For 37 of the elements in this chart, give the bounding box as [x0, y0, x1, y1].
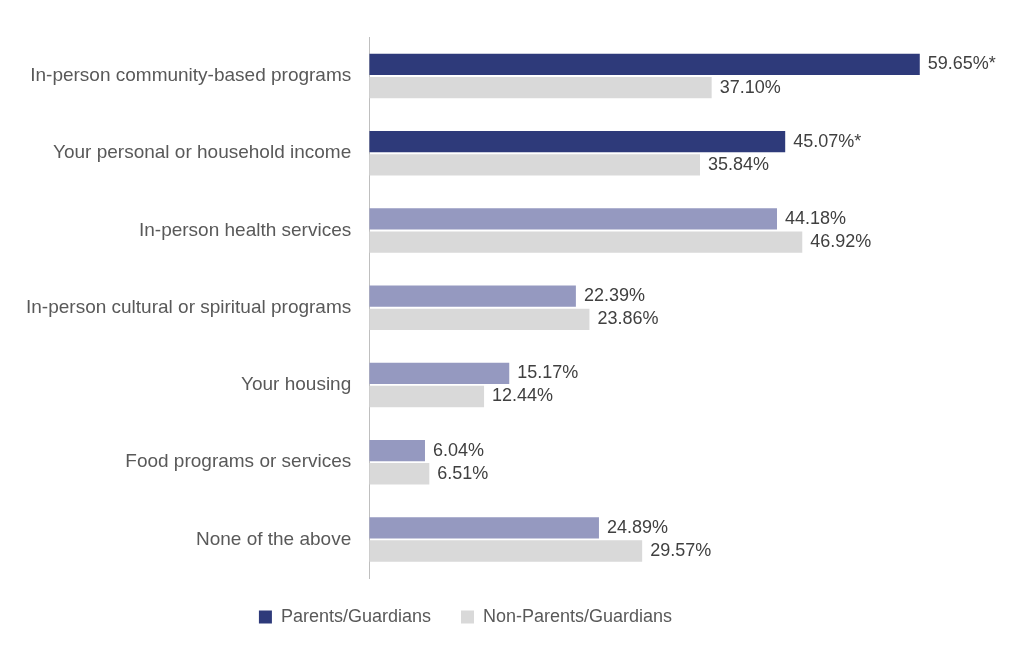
- y-tick-label: Food programs or services: [125, 450, 352, 472]
- bar: [369, 463, 430, 485]
- data-label: 6.04%: [432, 439, 485, 460]
- data-label: 12.44%: [492, 385, 554, 406]
- y-tick-label: In-person community-based programs: [30, 64, 352, 86]
- data-label: 22.39%: [583, 285, 645, 306]
- bar: [369, 231, 803, 253]
- bar: [369, 76, 712, 99]
- legend-label: Parents/Guardians: [280, 605, 431, 626]
- data-label: 24.89%: [606, 516, 669, 537]
- bar: [369, 439, 425, 462]
- y-tick-label: In-person health services: [138, 218, 352, 240]
- y-tick-label: None of the above: [195, 527, 352, 549]
- data-label: 23.86%: [597, 308, 659, 329]
- bar: [369, 517, 599, 539]
- bar: [369, 385, 485, 408]
- data-label: 15.17%: [517, 362, 579, 383]
- bar: [369, 540, 643, 562]
- bar: [369, 154, 701, 176]
- legend-label: Non-Parents/Guardians: [482, 605, 673, 626]
- y-tick-label: In-person cultural or spiritual programs: [26, 295, 352, 317]
- y-tick-label: Your housing: [241, 373, 352, 395]
- data-label: 29.57%: [650, 539, 712, 560]
- bar: [369, 362, 510, 384]
- data-label: 46.92%: [810, 231, 872, 252]
- data-label: 6.51%: [437, 462, 489, 483]
- bar: [369, 308, 590, 330]
- bar: [369, 285, 576, 307]
- data-label: 59.65%*: [927, 53, 996, 74]
- data-label: 35.84%: [708, 153, 770, 174]
- data-label: 37.10%: [719, 76, 781, 97]
- y-tick-label: Your personal or household income: [53, 141, 352, 163]
- bar: [369, 53, 920, 76]
- data-label: 44.18%: [784, 207, 847, 228]
- bar: [369, 131, 786, 153]
- data-label: 45.07%*: [793, 130, 862, 151]
- bar: [369, 208, 777, 230]
